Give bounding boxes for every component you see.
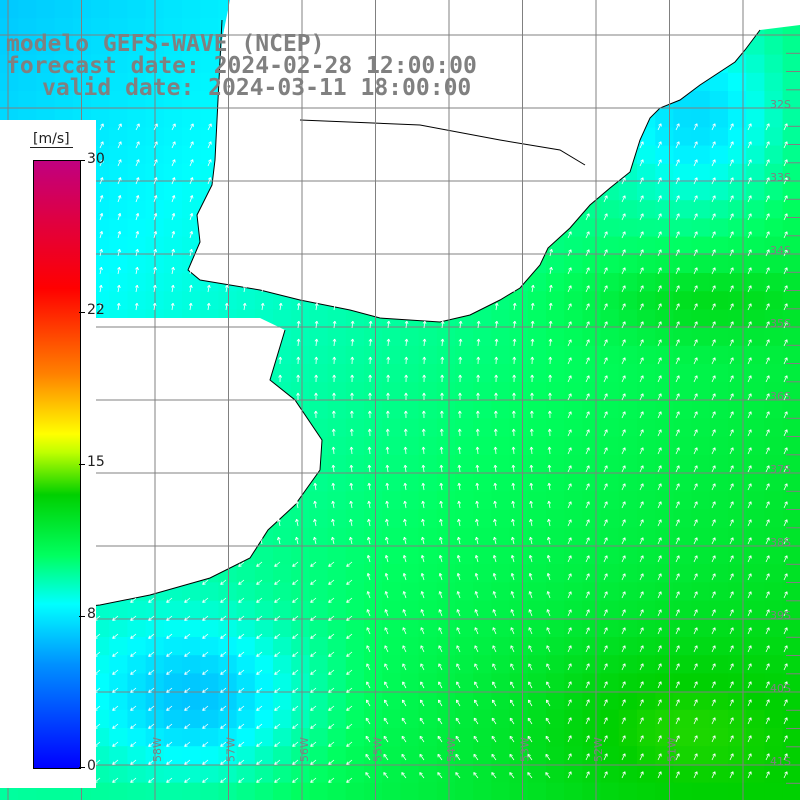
- longitude-label: 57W: [225, 737, 238, 762]
- latitude-label: 34S: [770, 244, 791, 257]
- colorbar-tick-30: 30: [87, 151, 105, 167]
- forecast-date: forecast date: 2024-02-28 12:00:00: [6, 53, 477, 79]
- longitude-label: 58W: [151, 737, 164, 762]
- longitude-label: 56W: [298, 737, 311, 762]
- model-title: modelo GEFS-WAVE (NCEP): [6, 31, 325, 57]
- colorbar-gradient: [33, 160, 81, 769]
- longitude-label: 51W: [666, 737, 679, 762]
- latitude-label: 36S: [770, 390, 791, 403]
- longitude-label: 53W: [519, 737, 532, 762]
- longitude-label: 52W: [592, 737, 605, 762]
- valid-date: valid date: 2024-03-11 18:00:00: [42, 75, 472, 101]
- latitude-label: 39S: [770, 609, 791, 622]
- latitude-label: 40S: [770, 682, 791, 695]
- latitude-label: 35S: [770, 317, 791, 330]
- colorbar-tick-22: 22: [87, 302, 105, 318]
- colorbar-tick-mark: [79, 464, 85, 465]
- latitude-label: 37S: [770, 463, 791, 476]
- colorbar-unit: [m/s]: [30, 131, 73, 148]
- latitude-label: 41S: [770, 755, 791, 768]
- colorbar-tick-mark: [79, 312, 85, 313]
- colorbar-tick-8: 8: [87, 606, 96, 622]
- latitude-label: 38S: [770, 536, 791, 549]
- colorbar-tick-mark: [79, 767, 85, 768]
- colorbar-tick-15: 15: [87, 454, 105, 470]
- longitude-label: 55W: [372, 737, 385, 762]
- colorbar-tick-mark: [79, 160, 85, 161]
- colorbar-tick-0: 0: [87, 758, 96, 774]
- colorbar-tick-mark: [79, 616, 85, 617]
- longitude-label: 54W: [445, 737, 458, 762]
- latitude-label: 33S: [770, 171, 791, 184]
- wind-arrows: [94, 123, 788, 783]
- latitude-labels: 32S 33S 34S 35S 36S 37S 38S 39S 40S 41S: [770, 98, 791, 768]
- latitude-label: 32S: [770, 98, 791, 111]
